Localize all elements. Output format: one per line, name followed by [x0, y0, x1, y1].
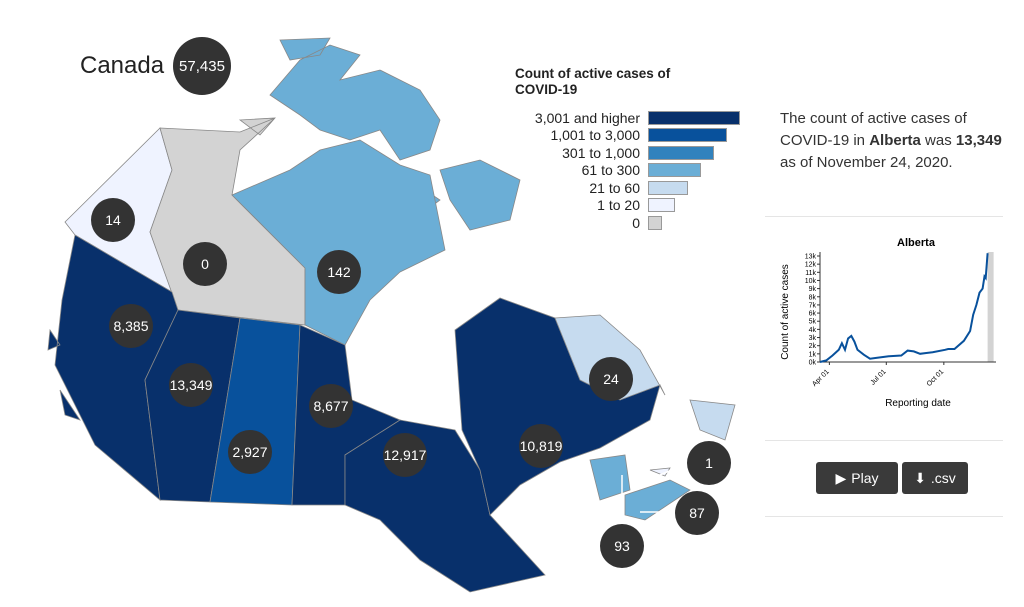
legend-label: 0	[632, 214, 640, 231]
legend-label: 61 to 300	[581, 162, 640, 179]
y-tick-label: 9k	[809, 286, 817, 293]
series-line	[819, 253, 989, 363]
y-tick-label: 13k	[805, 254, 817, 261]
y-tick-label: 1k	[809, 351, 817, 358]
download-icon: ⬇	[914, 469, 926, 486]
desc-text: was	[920, 132, 956, 149]
x-axis-label: Reporting date	[885, 398, 951, 409]
country-name: Canada	[80, 52, 165, 79]
legend-item: 3,001 and higher	[515, 109, 755, 127]
bubble-nl[interactable]: 24	[589, 357, 633, 401]
bubble-saskatchewan[interactable]: 2,927	[228, 430, 272, 474]
desc-value: 13,349	[955, 132, 1002, 149]
y-tick-label: 12k	[805, 262, 817, 269]
bubble-quebec[interactable]: 10,819	[519, 424, 563, 468]
y-tick-label: 6k	[809, 311, 817, 318]
legend-item: 0	[515, 214, 755, 232]
csv-label: .csv	[930, 470, 956, 486]
play-label: Play	[851, 470, 879, 486]
legend-label: 1 to 20	[597, 197, 640, 214]
legend-swatch	[648, 163, 701, 178]
divider	[765, 516, 1003, 517]
legend-item: 301 to 1,000	[515, 144, 755, 162]
legend-label: 3,001 and higher	[534, 109, 640, 126]
bubble-nwt[interactable]: 0	[183, 242, 227, 286]
legend-item: 61 to 300	[515, 162, 755, 180]
region-new-brunswick[interactable]	[589, 454, 631, 501]
bubble-alberta[interactable]: 13,349	[169, 363, 213, 407]
legend-swatch	[648, 180, 688, 195]
region-british-columbia[interactable]	[47, 234, 179, 501]
bubble-manitoba[interactable]: 8,677	[309, 384, 353, 428]
legend-label: 1,001 to 3,000	[550, 127, 640, 144]
play-icon: ▶	[835, 469, 847, 486]
y-tick-label: 4k	[809, 327, 817, 334]
region-nova-scotia[interactable]	[624, 479, 691, 521]
bubble-yukon[interactable]: 14	[91, 198, 135, 242]
y-tick-label: 8k	[809, 294, 817, 301]
legend-swatch	[648, 145, 714, 160]
bubble-ns[interactable]: 87	[675, 491, 719, 535]
y-tick-label: 0k	[809, 360, 817, 367]
legend-swatch	[648, 110, 740, 125]
x-tick-label: Apr 01	[811, 368, 831, 388]
download-csv-button[interactable]: ⬇ .csv	[902, 462, 968, 494]
region-nunavut-islands[interactable]	[269, 37, 521, 231]
desc-province: Alberta	[869, 132, 921, 149]
info-panel: The count of active cases of COVID-19 in…	[780, 108, 1004, 174]
legend-item: 21 to 60	[515, 179, 755, 197]
divider	[765, 440, 1003, 441]
current-date-highlight	[987, 252, 994, 362]
bubble-pei[interactable]: 1	[687, 441, 731, 485]
desc-text: The count of active cases of COVID-19 in	[780, 110, 967, 149]
y-axis-label: Count of active cases	[780, 264, 791, 360]
legend-item: 1 to 20	[515, 197, 755, 215]
legend-swatch	[648, 215, 662, 230]
legend-label: 21 to 60	[589, 179, 640, 196]
region-newfoundland-labrador[interactable]	[554, 314, 736, 441]
x-tick-label: Oct 01	[926, 368, 946, 388]
legend-label: 301 to 1,000	[562, 144, 640, 161]
bubble-nb[interactable]: 93	[600, 524, 644, 568]
country-total-bubble: 57,435	[173, 37, 231, 95]
description: The count of active cases of COVID-19 in…	[780, 108, 1004, 174]
region-nunavut[interactable]	[231, 139, 446, 346]
legend-swatch	[648, 128, 727, 143]
bubble-nunavut[interactable]: 142	[317, 250, 361, 294]
y-tick-label: 5k	[809, 319, 817, 326]
chart-title: Alberta	[897, 237, 936, 249]
bubble-bc[interactable]: 8,385	[109, 304, 153, 348]
y-tick-label: 11k	[805, 270, 816, 277]
legend-title: Count of active cases of COVID-19	[515, 66, 671, 97]
bubble-ontario[interactable]: 12,917	[383, 433, 427, 477]
y-tick-label: 3k	[809, 335, 817, 342]
legend: Count of active cases of COVID-19 3,001 …	[515, 66, 755, 232]
legend-swatch	[648, 198, 675, 213]
y-tick-label: 10k	[805, 278, 817, 285]
desc-text: as of November 24, 2020.	[780, 154, 953, 171]
y-tick-label: 2k	[809, 343, 817, 350]
legend-item: 1,001 to 3,000	[515, 127, 755, 145]
x-tick-label: Jul 01	[870, 368, 888, 386]
divider	[765, 216, 1003, 217]
y-tick-label: 7k	[809, 302, 817, 309]
play-button[interactable]: ▶ Play	[816, 462, 898, 494]
